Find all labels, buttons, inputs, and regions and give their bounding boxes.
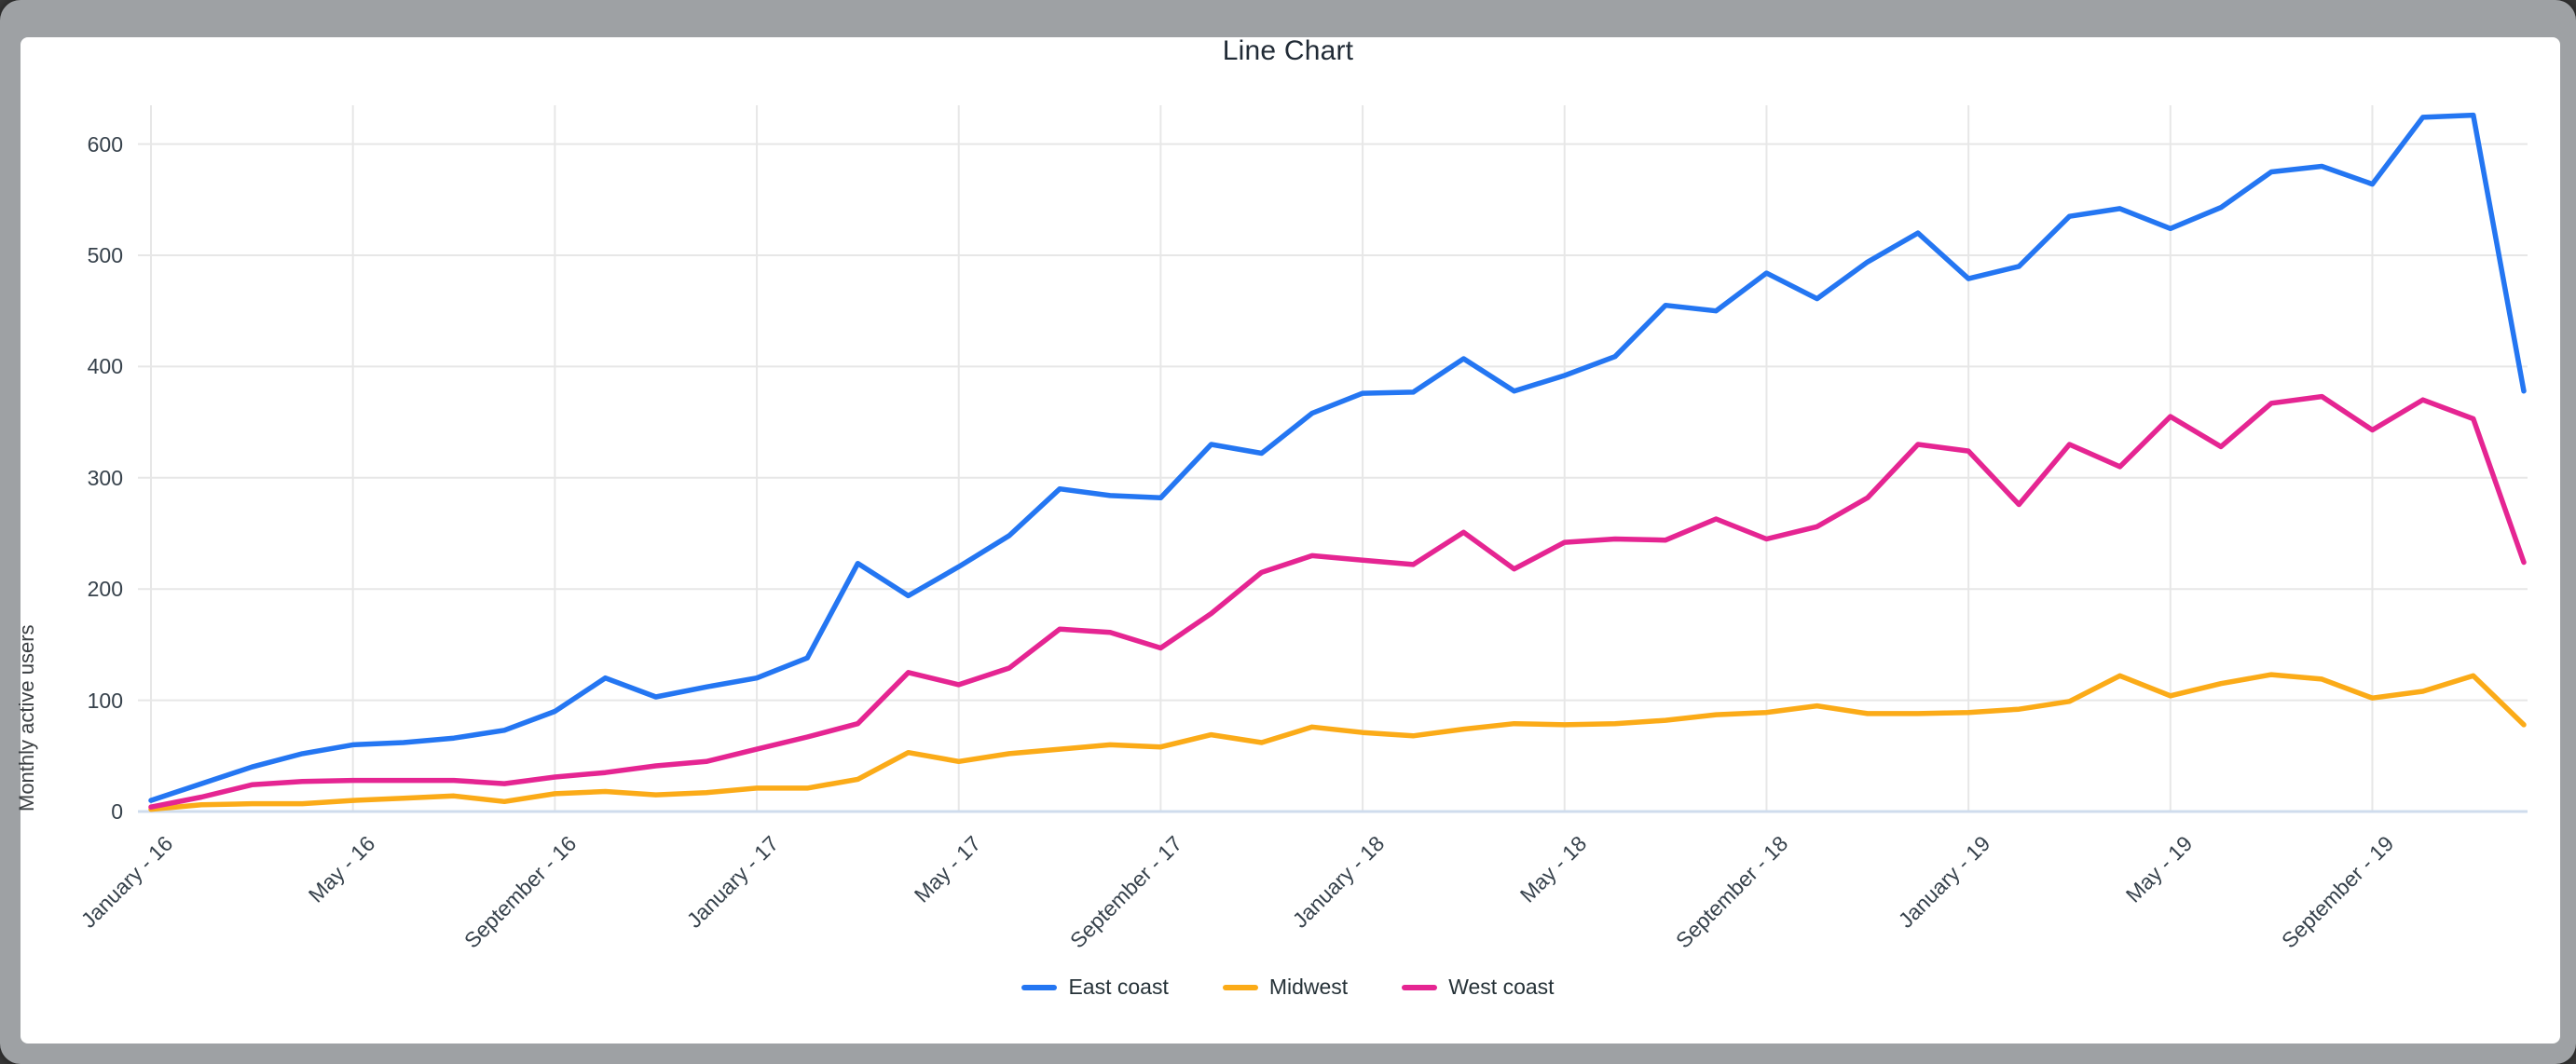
legend: East coast Midwest West coast bbox=[0, 975, 2576, 1000]
y-tick-label: 500 bbox=[87, 243, 123, 267]
legend-label: East coast bbox=[1068, 975, 1169, 999]
chart-title: Line Chart bbox=[1222, 35, 1354, 66]
y-tick-label: 600 bbox=[87, 131, 123, 157]
legend-swatch-icon bbox=[1021, 984, 1058, 990]
y-tick-label: 400 bbox=[87, 354, 123, 379]
legend-swatch-icon bbox=[1222, 984, 1258, 990]
series-line-east-coast bbox=[148, 112, 2527, 803]
series-line-west-coast bbox=[148, 393, 2527, 810]
chart-card bbox=[21, 37, 2560, 1044]
y-tick-label: 0 bbox=[111, 799, 123, 824]
legend-label: West coast bbox=[1448, 975, 1555, 999]
legend-label: Midwest bbox=[1268, 975, 1349, 999]
y-tick-label: 100 bbox=[87, 688, 123, 713]
legend-item-west-coast[interactable]: West coast bbox=[1402, 975, 1555, 1000]
legend-item-east-coast[interactable]: East coast bbox=[1021, 975, 1169, 1000]
y-tick-label: 200 bbox=[87, 577, 123, 602]
y-tick-label: 300 bbox=[87, 465, 123, 490]
legend-item-midwest[interactable]: Midwest bbox=[1222, 975, 1349, 1000]
series-line-midwest bbox=[148, 672, 2527, 812]
legend-swatch-icon bbox=[1402, 984, 1438, 990]
